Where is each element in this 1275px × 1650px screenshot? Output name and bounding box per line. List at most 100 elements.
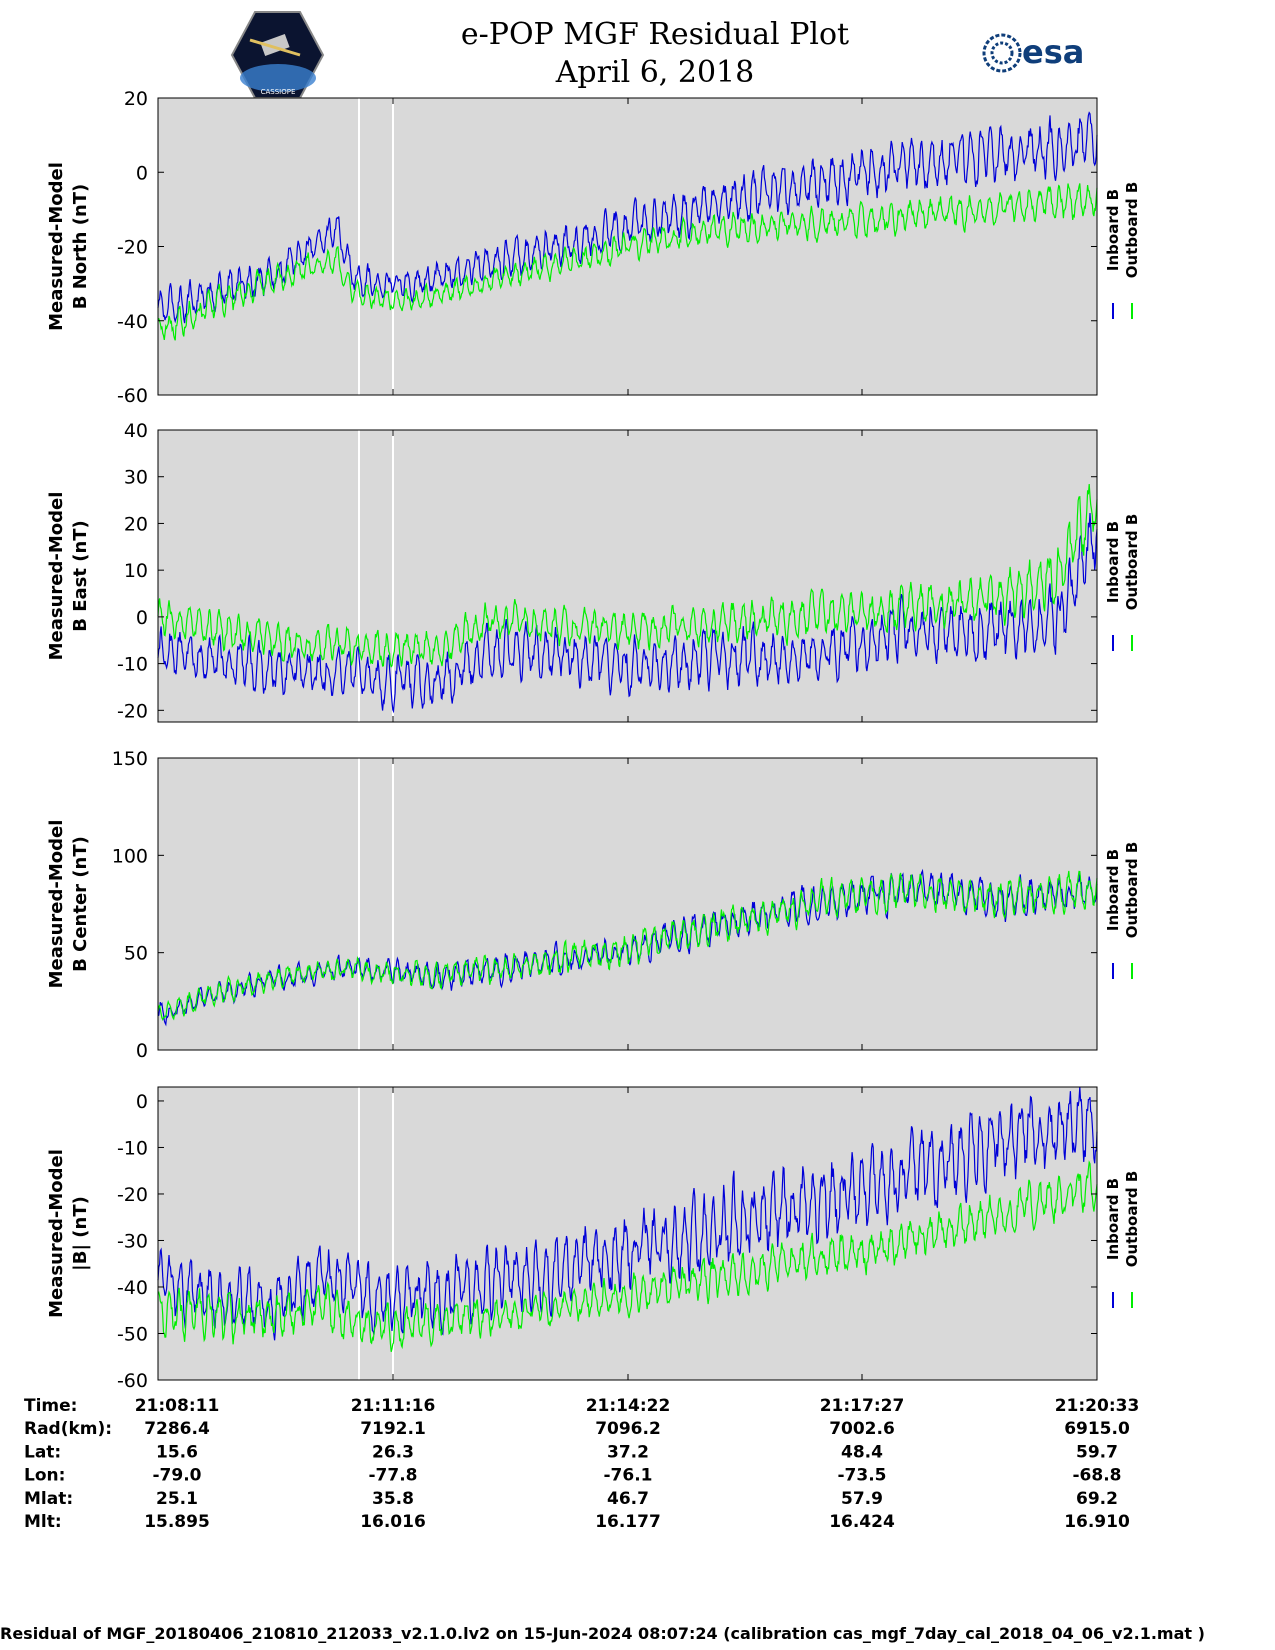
table-cell: 57.9 [841, 1489, 883, 1509]
inboard-b-series [157, 512, 1098, 714]
table-cell: 35.8 [372, 1489, 414, 1509]
table-cell: 48.4 [841, 1442, 883, 1462]
y-tick-label: -10 [117, 654, 148, 676]
y-tick-label: 150 [112, 748, 148, 770]
y-tick-label: -60 [117, 1370, 148, 1392]
legend: Inboard B Outboard B [1104, 182, 1141, 319]
table-cell: 7192.1 [360, 1419, 426, 1439]
table-cell: 6915.0 [1064, 1419, 1130, 1439]
table-cell: 7286.4 [144, 1419, 210, 1439]
y-axis-label-line-1: Measured-Model [46, 1149, 67, 1318]
outboard-b-series [157, 183, 1098, 341]
table-row-label: Mlat: [24, 1489, 73, 1509]
panel-3: 150 100 50 0 Measured-Model B Center (nT) Inbo… [46, 748, 1141, 1062]
table-cell: -79.0 [153, 1466, 202, 1486]
y-axis-label-line-2: B East (nT) [70, 520, 91, 632]
y-tick-label: -20 [117, 237, 148, 259]
y-tick-label: -10 [117, 1137, 148, 1159]
y-axis-label-line-2: |B| (nT) [70, 1196, 91, 1271]
y-tick-label: 10 [124, 560, 148, 582]
legend-label-outboard: Outboard B [1123, 1171, 1141, 1268]
table-cell: -73.5 [838, 1466, 887, 1486]
table-cell: 16.424 [829, 1512, 895, 1532]
outboard-b-series [157, 1160, 1098, 1352]
y-tick-label: 50 [124, 943, 148, 965]
y-tick-label: -40 [117, 1277, 148, 1299]
table-cell: 7096.2 [595, 1419, 661, 1439]
y-tick-label: 0 [136, 162, 148, 184]
y-tick-label: 0 [136, 1040, 148, 1062]
plot-frame [157, 757, 1098, 1051]
legend-label-outboard: Outboard B [1123, 842, 1141, 939]
esa-logo: esa [982, 33, 1084, 73]
inboard-b-series [157, 868, 1098, 1027]
y-tick-label: 20 [124, 513, 148, 535]
plot-area [158, 758, 1097, 1050]
legend-label-inboard: Inboard B [1104, 189, 1122, 271]
table-row-label: Rad(km): [24, 1419, 112, 1439]
y-tick-label: 100 [112, 845, 148, 867]
y-tick-label: 0 [136, 1091, 148, 1113]
y-tick-label: -20 [117, 1184, 148, 1206]
inboard-b-series [157, 111, 1098, 324]
table-row-label: Mlt: [24, 1512, 62, 1532]
y-tick-label: -30 [117, 1230, 148, 1252]
table-cell: 37.2 [607, 1442, 649, 1462]
table-cell: 46.7 [607, 1489, 649, 1509]
table-cell: -76.1 [604, 1466, 653, 1486]
table-cell: 15.6 [156, 1442, 198, 1462]
y-axis-label-line-2: B North (nT) [70, 184, 91, 310]
table-cell: -77.8 [369, 1466, 418, 1486]
plot-area [158, 98, 1097, 395]
y-tick-label: 40 [124, 420, 148, 442]
y-tick-label: -40 [117, 311, 148, 333]
y-tick-label: 20 [124, 88, 148, 110]
plot-frame [157, 97, 1098, 396]
table-cell: 69.2 [1076, 1489, 1118, 1509]
panel-2: 40 30 20 10 0 -10 -20 Measured-Model B East (nT)… [46, 420, 1141, 723]
table-cell: -68.8 [1073, 1466, 1122, 1486]
y-tick-label: -20 [117, 700, 148, 722]
table-cell: 26.3 [372, 1442, 414, 1462]
outboard-b-series [157, 870, 1098, 1021]
y-axis-label-line-1: Measured-Model [46, 820, 67, 989]
legend: Inboard B Outboard B [1104, 1171, 1141, 1308]
plot-frame [157, 1086, 1098, 1381]
y-axis-label-line-2: B Center (nT) [70, 836, 91, 972]
table-row-label: Time: [24, 1396, 77, 1416]
table-cell: 16.910 [1064, 1512, 1130, 1532]
table-cell: 21:11:16 [351, 1396, 436, 1416]
table-cell: 59.7 [1076, 1442, 1118, 1462]
title-line-1: e-POP MGF Residual Plot [461, 17, 849, 52]
plot-frame [157, 429, 1098, 723]
y-tick-label: -60 [117, 385, 148, 407]
svg-text:CASSIOPE: CASSIOPE [261, 88, 296, 96]
table-cell: 21:20:33 [1055, 1396, 1140, 1416]
table-row-label: Lon: [24, 1466, 65, 1486]
panel-4: 0 -10 -20 -30 -40 -50 -60 Measured-Model |B| (nT… [46, 1086, 1141, 1392]
y-axis-label-line-1: Measured-Model [46, 492, 67, 661]
inboard-b-series [157, 1086, 1098, 1341]
outboard-b-series [157, 483, 1098, 668]
y-tick-label: 30 [124, 467, 148, 489]
panel-1: 20 0 -20 -40 -60 Measured-Model B North (nT) In… [46, 88, 1141, 407]
y-tick-label: 0 [136, 607, 148, 629]
legend-label-inboard: Inboard B [1104, 1178, 1122, 1260]
legend-label-inboard: Inboard B [1104, 849, 1122, 931]
table-row-label: Lat: [24, 1442, 61, 1462]
legend-label-outboard: Outboard B [1123, 514, 1141, 611]
legend: Inboard B Outboard B [1104, 842, 1141, 979]
legend-label-outboard: Outboard B [1123, 182, 1141, 279]
legend: Inboard B Outboard B [1104, 514, 1141, 651]
table-cell: 15.895 [144, 1512, 210, 1532]
y-tick-label: -50 [117, 1323, 148, 1345]
table-cell: 25.1 [156, 1489, 198, 1509]
y-axis-label-line-1: Measured-Model [46, 162, 67, 331]
table-cell: 21:14:22 [586, 1396, 671, 1416]
table-cell: 21:08:11 [135, 1396, 220, 1416]
table-cell: 16.177 [595, 1512, 661, 1532]
cassiope-logo: CASSIOPE [230, 11, 325, 99]
footer-note: Residual of MGF_20180406_210810_212033_v… [0, 1624, 1205, 1643]
table-cell: 7002.6 [829, 1419, 895, 1439]
